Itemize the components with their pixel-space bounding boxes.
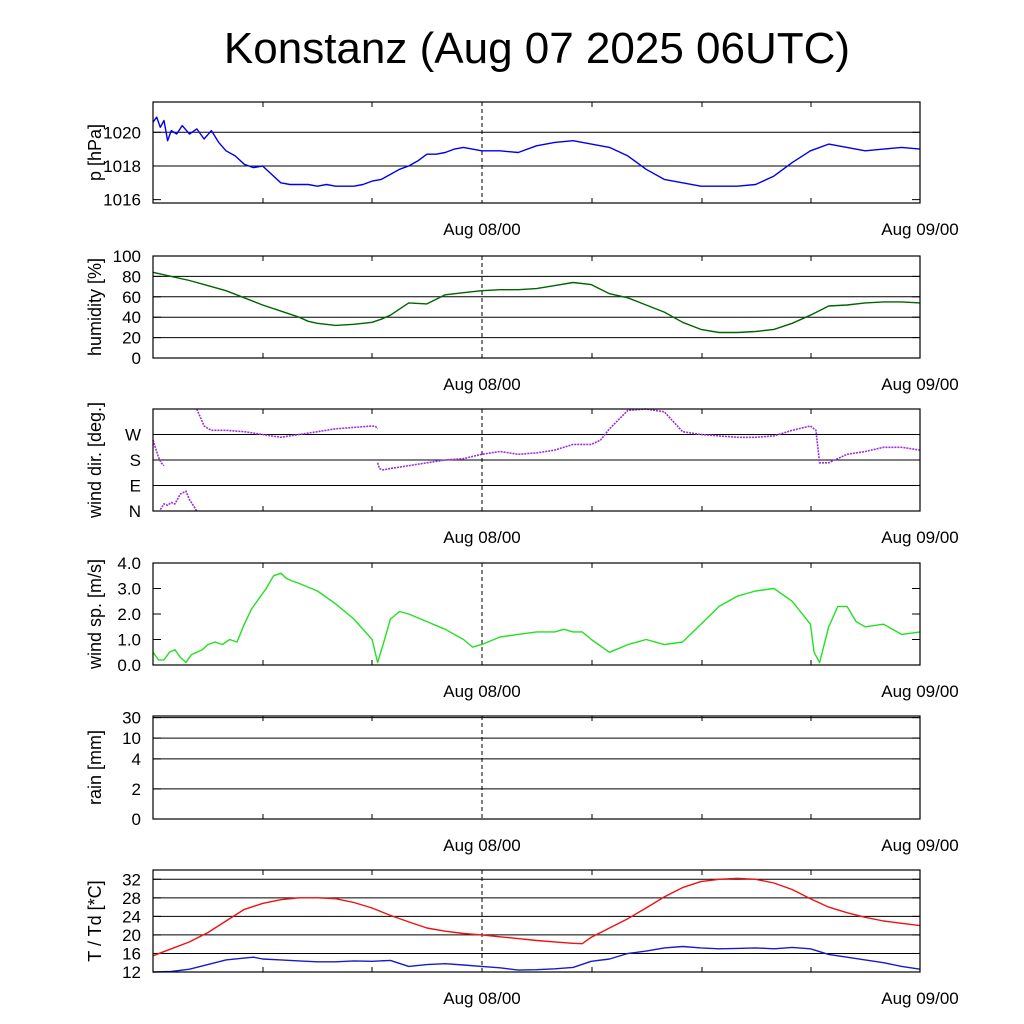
wind-direction-axis-title: wind dir. [deg.] (85, 402, 105, 519)
wind-direction-series-segment (152, 439, 165, 467)
humidity-xtick-label: Aug 09/00 (881, 375, 959, 394)
temperature-ytick-label: 32 (122, 870, 141, 889)
wind-speed-ytick-label: 0.0 (117, 656, 141, 675)
pressure-ytick-label: 1018 (103, 157, 141, 176)
humidity-frame (152, 255, 921, 359)
temperature-series-temperature (152, 877, 921, 957)
pressure-ytick-label: 1016 (103, 191, 141, 210)
humidity-ytick-label: 60 (122, 288, 141, 307)
wind-speed-ytick-label: 3.0 (117, 580, 141, 599)
pressure-xtick-label: Aug 09/00 (881, 220, 959, 239)
wind-direction-ytick-label: S (130, 451, 141, 470)
wind-direction-ytick-label: W (125, 426, 141, 445)
rain-ytick-label: 0 (132, 810, 141, 829)
wind-speed-ytick-label: 2.0 (117, 605, 141, 624)
humidity-ytick-label: 40 (122, 308, 141, 327)
wind-direction-ytick-label: N (129, 502, 141, 521)
temperature-ytick-label: 24 (122, 907, 141, 926)
wind-direction-series-segment (159, 490, 198, 512)
pressure-axis-title: p [hPa] (85, 124, 105, 181)
humidity-xtick-label: Aug 08/00 (443, 375, 521, 394)
temperature-xtick-label: Aug 09/00 (881, 989, 959, 1008)
rain-ytick-label: 10 (122, 729, 141, 748)
pressure-frame (152, 101, 921, 204)
wind-direction-frame (152, 408, 921, 512)
temperature-series-dewpoint (152, 945, 921, 973)
temperature-ytick-label: 28 (122, 889, 141, 908)
rain-ytick-label: 30 (122, 709, 141, 728)
wind-speed-ytick-label: 1.0 (117, 631, 141, 650)
humidity-ytick-label: 100 (113, 247, 141, 266)
temperature-axis-title: T / Td [*C] (85, 880, 105, 961)
wind-speed-xtick-label: Aug 08/00 (443, 682, 521, 701)
wind-direction-xtick-label: Aug 08/00 (443, 528, 521, 547)
temperature-ytick-label: 12 (122, 963, 141, 982)
humidity-ytick-label: 20 (122, 329, 141, 348)
rain-xtick-label: Aug 09/00 (881, 836, 959, 855)
rain-ytick-label: 4 (132, 750, 141, 769)
wind-direction-ytick-label: E (130, 477, 141, 496)
rain-ytick-label: 2 (132, 780, 141, 799)
temperature-ytick-label: 16 (122, 944, 141, 963)
wind-direction-xtick-label: Aug 09/00 (881, 528, 959, 547)
wind-speed-axis-title: wind sp. [m/s] (85, 559, 105, 670)
rain-axis-title: rain [mm] (85, 730, 105, 805)
wind-speed-series-wind_speed (152, 572, 921, 664)
humidity-ytick-label: 0 (132, 349, 141, 368)
humidity-series-humidity (152, 271, 921, 334)
temperature-frame (152, 869, 921, 973)
temperature-xtick-label: Aug 08/00 (443, 989, 521, 1008)
humidity-ytick-label: 80 (122, 267, 141, 286)
humidity-axis-title: humidity [%] (85, 258, 105, 356)
pressure-xtick-label: Aug 08/00 (443, 220, 521, 239)
wind-direction-series-segment (196, 408, 379, 439)
temperature-ytick-label: 20 (122, 926, 141, 945)
wind-speed-xtick-label: Aug 09/00 (881, 682, 959, 701)
wind-speed-frame (152, 562, 921, 666)
chart-title: Konstanz (Aug 07 2025 06UTC) (223, 24, 851, 73)
rain-frame (152, 715, 921, 820)
rain-xtick-label: Aug 08/00 (443, 836, 521, 855)
pressure-series-pressure (152, 116, 921, 187)
wind-direction-series-segment (376, 408, 921, 471)
pressure-ytick-label: 1020 (103, 123, 141, 142)
wind-speed-ytick-label: 4.0 (117, 554, 141, 573)
